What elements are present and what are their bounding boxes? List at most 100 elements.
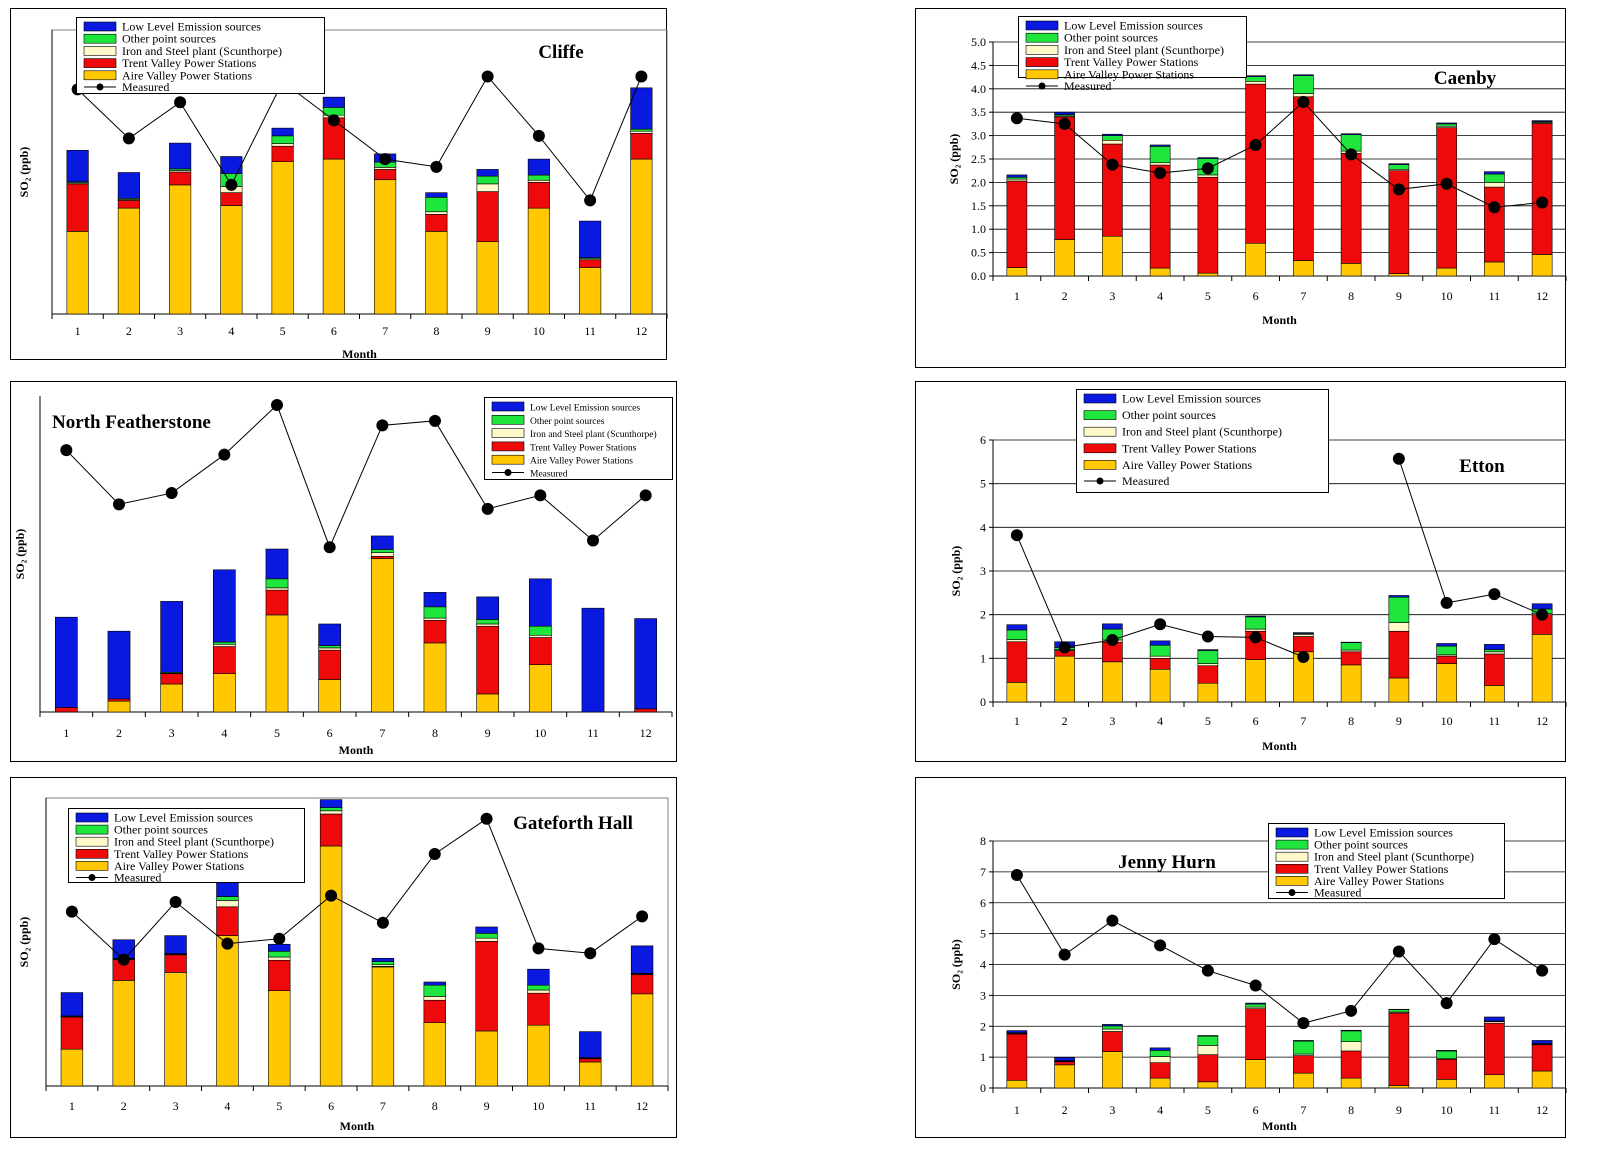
legend-label-aire: Aire Valley Power Stations: [114, 859, 244, 873]
bar-low-month-7: [371, 958, 395, 962]
measured-point-month-1: [65, 905, 78, 918]
legend-label-low: Low Level Emission sources: [114, 811, 253, 825]
y-tick-label: 4.0: [971, 82, 986, 96]
bar-trent-month-10: [1436, 127, 1457, 269]
bar-low-month-8: [1340, 1029, 1362, 1032]
bar-low-month-10: [1436, 122, 1457, 125]
legend-swatch-measured-point: [88, 874, 96, 881]
chart-title: Jenny Hurn: [1118, 852, 1216, 873]
bar-trent-month-3: [160, 673, 184, 685]
x-tick-label: 11: [1489, 714, 1501, 728]
measured-point-month-10: [1440, 177, 1453, 190]
bar-aire-month-12: [1531, 634, 1553, 703]
bar-trent-month-10: [527, 992, 550, 1026]
measured-point-month-5: [1201, 162, 1214, 175]
bar-low-month-8: [1340, 133, 1362, 135]
measured-point-month-7: [1297, 651, 1310, 664]
bar-low-month-9: [475, 926, 498, 934]
bar-other-month-5: [271, 135, 294, 144]
measured-point-month-11: [587, 534, 599, 547]
legend-swatch-low: [1083, 393, 1117, 404]
measured-line: [1398, 458, 1543, 616]
bar-low-month-9: [476, 169, 499, 177]
bar-other-month-5: [1197, 650, 1219, 664]
x-tick-label: 12: [635, 324, 647, 338]
bar-trent-month-4: [1149, 1062, 1171, 1079]
x-tick-label: 10: [532, 1099, 544, 1113]
legend-label-other: Other point sources: [1064, 31, 1158, 45]
bar-other-month-6: [318, 645, 342, 649]
bar-low-month-12: [630, 945, 654, 974]
bar-low-month-5: [1197, 649, 1219, 651]
bar-low-month-1: [60, 992, 84, 1017]
measured-point-month-12: [1536, 196, 1549, 209]
x-tick-label: 9: [484, 1099, 490, 1113]
bar-iron-month-8: [1340, 1041, 1362, 1052]
bar-low-month-4: [1149, 1047, 1171, 1051]
bar-iron-month-7: [370, 552, 394, 557]
measured-point-month-6: [1249, 138, 1262, 151]
measured-point-month-7: [1297, 1017, 1310, 1030]
bar-trent-month-7: [1293, 96, 1314, 261]
x-tick-label: 5: [276, 1099, 282, 1113]
bar-iron-month-10: [527, 179, 550, 183]
bar-aire-month-11: [1484, 1074, 1505, 1089]
bar-low-month-2: [1054, 111, 1075, 115]
x-tick-label: 6: [328, 1099, 334, 1113]
bar-iron-month-5: [1197, 1045, 1219, 1055]
measured-point-month-12: [1536, 964, 1549, 977]
bar-other-month-6: [1245, 1003, 1266, 1008]
bar-low-month-4: [220, 156, 243, 174]
x-axis-label: Month: [1262, 1119, 1297, 1133]
bar-trent-month-2: [117, 200, 140, 209]
legend-label-low: Low Level Emission sources: [530, 404, 640, 414]
legend-label-iron: Iron and Steel plant (Scunthorpe): [1122, 425, 1282, 439]
bar-aire-month-7: [1293, 260, 1314, 277]
bar-low-month-8: [425, 192, 448, 198]
legend-label-measured: Measured: [1122, 474, 1169, 488]
bar-aire-month-8: [1340, 664, 1362, 703]
bar-other-month-6: [1245, 616, 1266, 630]
y-tick-label: 7: [980, 865, 986, 879]
bar-aire-month-2: [107, 700, 131, 713]
measured-point-month-4: [1154, 167, 1167, 180]
legend-swatch-aire: [1275, 876, 1309, 886]
bar-trent-month-1: [1006, 641, 1028, 683]
legend-swatch-aire: [75, 861, 109, 871]
bar-aire-month-5: [1197, 1081, 1219, 1089]
measured-point-month-11: [584, 947, 597, 960]
y-tick-label: 2: [980, 1019, 986, 1033]
bar-aire-month-10: [528, 664, 552, 713]
legend-label-measured: Measured: [122, 80, 169, 94]
x-tick-label: 11: [587, 726, 599, 740]
measured-point-month-12: [636, 910, 649, 923]
bar-aire-month-5: [265, 614, 289, 713]
bar-iron-month-8: [425, 211, 448, 215]
bar-other-month-4: [216, 896, 239, 901]
bar-trent-month-5: [1197, 176, 1219, 274]
x-tick-label: 3: [1109, 289, 1115, 303]
x-tick-label: 6: [1253, 289, 1259, 303]
bar-low-month-12: [1531, 603, 1553, 610]
y-tick-label: 1.0: [971, 222, 986, 236]
measured-point-month-4: [1154, 618, 1167, 631]
bar-iron-month-9: [475, 937, 498, 942]
bar-other-month-6: [1245, 76, 1266, 82]
measured-point-month-8: [1345, 148, 1358, 161]
bar-aire-month-9: [1388, 1085, 1410, 1089]
measured-point-month-4: [218, 448, 231, 461]
measured-point-month-8: [429, 414, 441, 427]
bar-low-month-1: [1006, 174, 1028, 178]
bar-aire-month-7: [370, 558, 394, 713]
bar-low-month-9: [476, 596, 500, 620]
bar-trent-month-8: [425, 214, 448, 232]
bar-low-month-1: [1006, 624, 1028, 631]
bar-iron-month-6: [319, 810, 343, 815]
bar-aire-month-12: [630, 158, 653, 315]
measured-point-month-3: [1106, 633, 1119, 646]
bar-low-month-1: [66, 150, 89, 183]
y-tick-label: 1: [980, 651, 986, 665]
